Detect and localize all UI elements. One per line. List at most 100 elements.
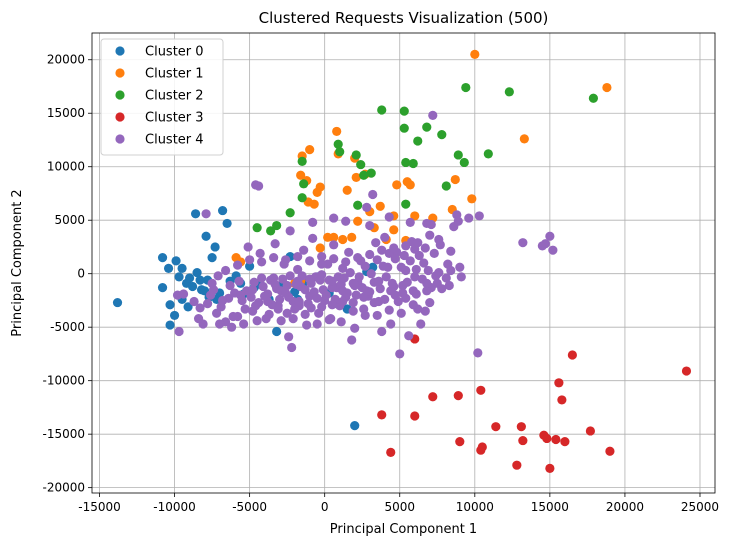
data-point (252, 316, 262, 326)
data-point (344, 247, 354, 257)
data-point (369, 297, 379, 308)
data-point (276, 316, 286, 326)
data-point (360, 261, 370, 271)
data-point (222, 218, 232, 229)
data-point (332, 126, 342, 137)
data-point (351, 172, 361, 183)
data-point (455, 437, 465, 447)
data-point (335, 147, 345, 157)
data-point (294, 296, 304, 307)
series-cluster-4 (172, 110, 558, 359)
y-tick-label: 0 (77, 267, 85, 281)
data-point (453, 150, 463, 160)
data-point (293, 264, 303, 275)
data-point (266, 226, 276, 236)
data-point (317, 302, 327, 312)
data-point (260, 291, 270, 301)
data-point (467, 194, 477, 204)
data-point (519, 134, 529, 144)
data-point (401, 199, 411, 209)
data-point (210, 242, 220, 252)
data-point (336, 317, 346, 327)
data-point (296, 170, 306, 180)
data-point (681, 366, 692, 376)
data-point (476, 385, 486, 395)
data-point (345, 268, 355, 278)
data-point (351, 150, 361, 160)
data-point (381, 272, 391, 282)
x-tick-label: 5000 (384, 500, 415, 514)
data-point (174, 272, 184, 282)
data-points (112, 49, 692, 473)
data-point (401, 157, 411, 168)
data-point (359, 170, 369, 180)
data-point (384, 305, 394, 315)
data-point (218, 205, 228, 216)
data-point (257, 273, 267, 283)
data-point (395, 349, 405, 359)
data-point (396, 308, 406, 318)
data-point (360, 310, 370, 321)
data-point (420, 306, 430, 316)
data-point (368, 189, 378, 200)
data-point (225, 280, 235, 291)
data-point (372, 255, 382, 265)
data-point (333, 139, 343, 149)
x-tick-label: 15000 (531, 500, 569, 514)
data-point (239, 319, 249, 329)
data-point (329, 240, 339, 250)
data-point (321, 290, 331, 300)
data-point (245, 255, 255, 265)
data-point (323, 232, 333, 242)
data-point (377, 326, 387, 337)
data-point (410, 272, 420, 282)
data-point (252, 223, 262, 233)
data-point (302, 320, 312, 330)
data-point (548, 245, 558, 255)
data-point (380, 294, 390, 304)
data-point (401, 241, 411, 251)
data-point (174, 326, 184, 337)
y-tick-label: 15000 (47, 106, 85, 120)
data-point (353, 200, 363, 210)
data-point (456, 272, 466, 282)
data-point (165, 300, 175, 310)
data-point (195, 303, 205, 313)
data-point (446, 246, 456, 256)
data-point (234, 276, 244, 286)
data-point (213, 271, 223, 281)
data-point (312, 293, 322, 303)
data-point (426, 219, 436, 230)
data-point (157, 283, 168, 293)
data-point (512, 460, 522, 470)
data-point (338, 296, 348, 307)
data-point (293, 276, 303, 286)
data-point (375, 201, 385, 211)
legend-marker (115, 90, 125, 100)
data-point (317, 270, 327, 280)
plot-area (91, 32, 716, 494)
data-point (112, 297, 123, 308)
data-point (470, 49, 480, 59)
data-point (461, 82, 471, 93)
data-point (282, 308, 292, 318)
data-point (312, 319, 322, 329)
data-point (190, 209, 201, 219)
data-point (341, 216, 351, 226)
data-point (518, 238, 528, 248)
data-point (405, 256, 415, 266)
data-point (422, 122, 432, 132)
x-tick-label: -5000 (232, 500, 267, 514)
data-point (411, 289, 421, 299)
data-point (554, 378, 564, 388)
data-point (413, 136, 423, 146)
data-point (192, 268, 202, 278)
data-point (396, 262, 406, 272)
data-point (288, 314, 298, 324)
data-point (177, 263, 187, 273)
data-point (218, 295, 228, 306)
data-point (491, 422, 501, 432)
data-point (423, 265, 433, 276)
data-point (327, 300, 337, 310)
data-point (405, 217, 415, 227)
